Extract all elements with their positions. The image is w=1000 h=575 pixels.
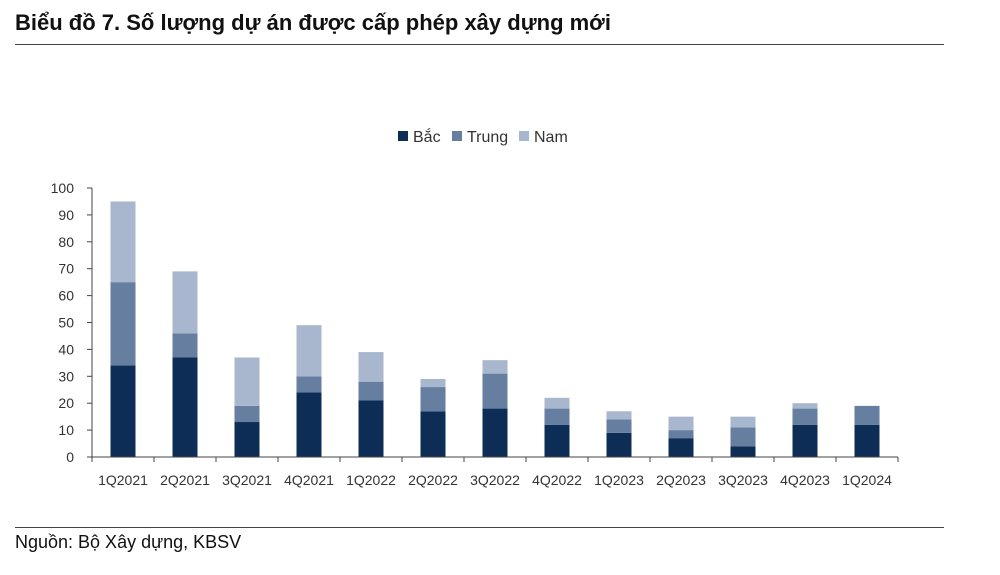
bar-segment: [792, 424, 818, 457]
bar-segment: [420, 411, 446, 457]
x-tick-label: 1Q2022: [346, 472, 396, 488]
bar-segment: [172, 333, 198, 358]
y-tick-label: 70: [58, 261, 74, 277]
y-tick-label: 80: [58, 234, 74, 250]
x-tick-label: 2Q2022: [408, 472, 458, 488]
bar-segment: [172, 357, 198, 457]
bar-segment: [730, 427, 756, 447]
y-tick-label: 0: [66, 449, 74, 465]
bar-segment: [110, 365, 136, 457]
y-tick-label: 90: [58, 207, 74, 223]
y-tick-label: 50: [58, 315, 74, 331]
bar-segment: [358, 381, 384, 401]
bar-segment: [110, 282, 136, 366]
legend-swatch: [452, 131, 462, 141]
bar-segment: [172, 271, 198, 334]
bar-segment: [854, 424, 880, 457]
bar-segment: [792, 408, 818, 425]
chart-legend: Bắc Trung Nam: [398, 127, 568, 146]
y-tick-label: 10: [58, 422, 74, 438]
bar-segment: [730, 416, 756, 428]
bar-segment: [420, 378, 446, 388]
x-tick-label: 2Q2023: [656, 472, 706, 488]
x-tick-label: 1Q2021: [98, 472, 148, 488]
bar-segment: [606, 419, 632, 433]
bar-segment: [606, 411, 632, 420]
x-axis: 1Q2021 2Q2021 3Q2021 4Q2021 1Q2022 2Q2022 3Q20…: [91, 456, 899, 488]
x-tick-label: 3Q2021: [222, 472, 272, 488]
legend-label: Nam: [534, 129, 568, 146]
bottom-divider: [15, 527, 944, 528]
bar-segment: [606, 432, 632, 457]
bar-segment: [296, 376, 322, 393]
y-tick-label: 60: [58, 288, 74, 304]
x-tick-label: 1Q2023: [594, 472, 644, 488]
x-tick-label: 4Q2021: [284, 472, 334, 488]
bar-segment: [730, 446, 756, 457]
bar-segment: [420, 387, 446, 412]
x-tick-label: 3Q2022: [470, 472, 520, 488]
bar-segment: [482, 373, 508, 409]
bar-segment: [358, 352, 384, 382]
bar-segment: [234, 422, 260, 457]
bar-segment: [668, 430, 694, 439]
bar-segment: [544, 408, 570, 425]
bar-segment: [544, 397, 570, 409]
bar-segment: [792, 403, 818, 409]
chart-title: Biểu đồ 7. Số lượng dự án được cấp phép …: [15, 10, 611, 35]
bar-segment: [668, 416, 694, 431]
y-tick-label: 20: [58, 395, 74, 411]
bar-segment: [234, 357, 260, 406]
x-tick-label: 3Q2023: [718, 472, 768, 488]
bar-group: [110, 201, 880, 457]
bar-segment: [234, 405, 260, 423]
x-tick-label: 1Q2024: [842, 472, 892, 488]
source-note: Nguồn: Bộ Xây dựng, KBSV: [15, 532, 242, 552]
x-tick-label: 4Q2023: [780, 472, 830, 488]
bar-segment: [482, 408, 508, 457]
y-tick-label: 100: [51, 180, 75, 196]
bar-segment: [544, 424, 570, 457]
legend-swatch: [519, 131, 529, 141]
bar-segment: [482, 360, 508, 374]
y-axis: 0 10 20 30 40 50 60 70 80 90 100: [51, 180, 93, 465]
legend-label: Trung: [467, 129, 508, 146]
bar-segment: [668, 438, 694, 457]
bar-segment: [296, 325, 322, 377]
bar-segment: [110, 201, 136, 283]
x-tick-label: 2Q2021: [160, 472, 210, 488]
x-tick-label: 4Q2022: [532, 472, 582, 488]
bar-segment: [854, 405, 880, 425]
y-tick-label: 30: [58, 368, 74, 384]
bar-segment: [296, 392, 322, 457]
legend-label: Bắc: [413, 127, 441, 146]
legend-swatch: [398, 131, 408, 141]
top-divider: [15, 44, 944, 45]
bar-segment: [358, 400, 384, 457]
y-tick-label: 40: [58, 341, 74, 357]
